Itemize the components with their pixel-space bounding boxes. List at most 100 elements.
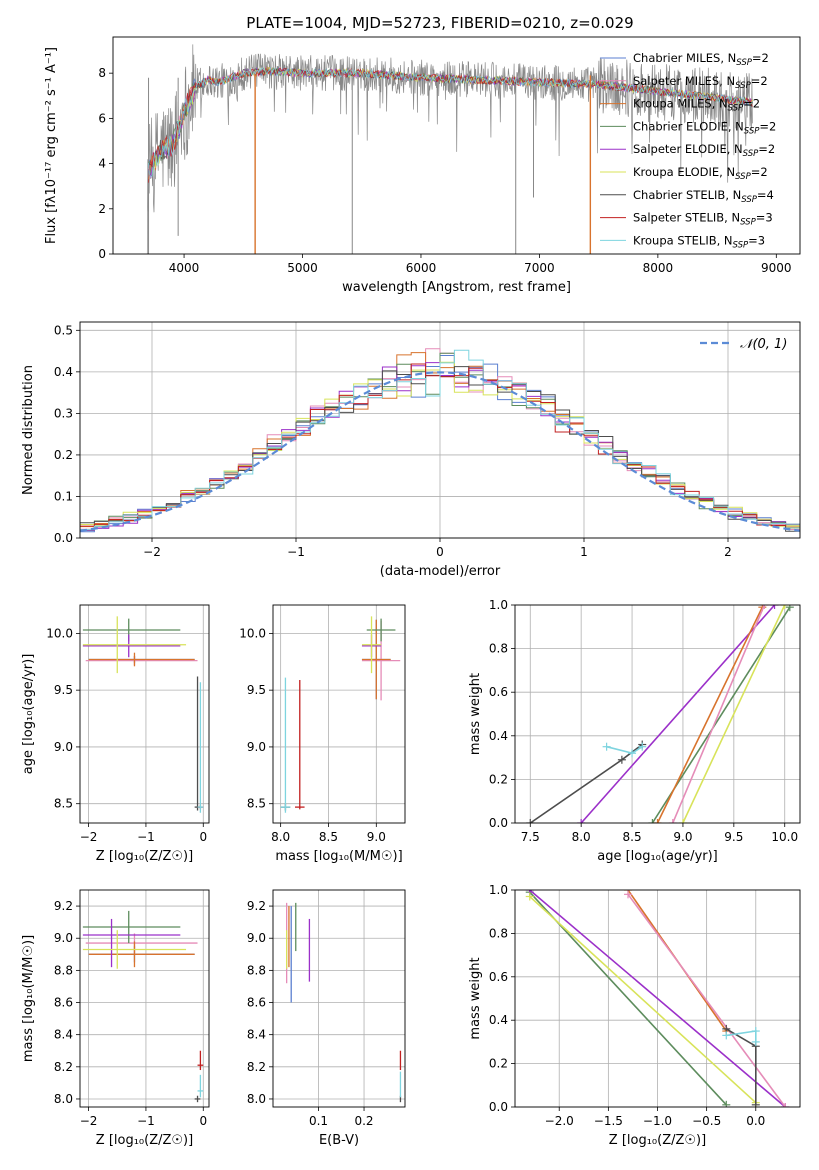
y-tick-label: 0.8 bbox=[489, 926, 508, 940]
y-tick-label: 8 bbox=[98, 66, 106, 80]
weight-point bbox=[617, 755, 626, 764]
legend-entry: Salpeter ELODIE, NSSP=2 bbox=[633, 142, 775, 159]
y-tick-label: 0.2 bbox=[489, 772, 508, 786]
weight-lines bbox=[525, 890, 790, 1107]
x-tick-label: 5000 bbox=[287, 261, 318, 275]
y-tick-label: 9.0 bbox=[54, 740, 73, 754]
x-tick-label: −1 bbox=[137, 1114, 155, 1128]
weight-line-salpeter-elodie bbox=[529, 890, 786, 1107]
weight-point bbox=[751, 1027, 760, 1036]
y-axis-label: mass [log₁₀(M/M☉)] bbox=[21, 935, 36, 1062]
errorbar-kroupa-miles bbox=[88, 652, 195, 667]
x-tick-label: 0 bbox=[436, 545, 444, 559]
weight-point bbox=[638, 742, 647, 751]
errorbar-kroupa-elodie bbox=[82, 930, 187, 969]
x-tick-label: 9.0 bbox=[673, 830, 692, 844]
legend-entry: Salpeter STELIB, NSSP=3 bbox=[633, 211, 773, 228]
weight-point bbox=[780, 605, 789, 609]
legend-entry: Salpeter MILES, NSSP=2 bbox=[633, 74, 768, 91]
axes-frame bbox=[112, 36, 801, 255]
x-tick-label: 8.5 bbox=[319, 830, 338, 844]
error-bars bbox=[280, 616, 401, 813]
weight-point bbox=[602, 742, 611, 751]
x-axis-label: mass [log₁₀(M/M☉)] bbox=[275, 849, 402, 864]
errorbar-salpeter-elodie bbox=[82, 634, 181, 658]
y-tick-label: 0.4 bbox=[54, 365, 73, 379]
y-tick-label: 8.2 bbox=[247, 1060, 266, 1074]
x-axis-label: Z [log₁₀(Z/Z☉)] bbox=[96, 849, 193, 864]
x-axis-label: wavelength [Angstrom, rest frame] bbox=[342, 280, 571, 295]
errorbar-chabrier-stelib bbox=[194, 676, 201, 811]
weight-point bbox=[770, 605, 779, 609]
x-tick-label: 1 bbox=[580, 545, 588, 559]
x-tick-label: −1.5 bbox=[594, 1114, 623, 1128]
model-spectrum-kroupa-stelib bbox=[148, 67, 753, 177]
errorbar-salpeter-stelib bbox=[197, 1050, 204, 1071]
x-tick-label: 9000 bbox=[761, 261, 792, 275]
errorbar-kroupa-stelib bbox=[197, 682, 204, 813]
weight-point bbox=[751, 1100, 760, 1107]
spectrum-lines bbox=[146, 44, 753, 254]
x-tick-label: −2 bbox=[80, 830, 98, 844]
y-axis-label: mass weight bbox=[468, 957, 483, 1039]
weight-point bbox=[678, 819, 687, 823]
y-tick-label: 8.8 bbox=[54, 963, 73, 977]
y-tick-label: 8.0 bbox=[54, 1092, 73, 1106]
x-tick-label: 0.0 bbox=[746, 1114, 765, 1128]
x-axis-label: Z [log₁₀(Z/Z☉)] bbox=[96, 1133, 193, 1148]
y-tick-label: 0.2 bbox=[489, 1057, 508, 1071]
y-tick-label: 9.5 bbox=[247, 683, 266, 697]
weight-point bbox=[577, 819, 586, 823]
weight-point bbox=[624, 890, 633, 899]
x-tick-label: 6000 bbox=[406, 261, 437, 275]
x-tick-label: −1 bbox=[137, 830, 155, 844]
x-tick-label: 7000 bbox=[524, 261, 555, 275]
spectrum-legend: Chabrier MILES, NSSP=2 Salpeter MILES, NS… bbox=[600, 51, 776, 250]
errorbar-chabrier-elodie bbox=[82, 910, 181, 944]
weight-point bbox=[760, 605, 769, 609]
y-tick-label: 9.5 bbox=[54, 683, 73, 697]
x-axis-label: (data-model)/error bbox=[380, 564, 501, 579]
x-tick-label: 8.0 bbox=[572, 830, 591, 844]
axes-frame bbox=[272, 889, 406, 1108]
y-tick-label: 8.4 bbox=[54, 1028, 73, 1042]
weight-point bbox=[648, 819, 657, 823]
x-axis-label: age [log₁₀(age/yr)] bbox=[597, 849, 718, 864]
axes-frame bbox=[79, 321, 801, 539]
weight-line-chabrier-stelib bbox=[725, 1028, 757, 1105]
weight-line-kroupa-miles bbox=[656, 606, 764, 823]
y-tick-label: 8.8 bbox=[247, 963, 266, 977]
y-tick-label: 9.0 bbox=[54, 931, 73, 945]
x-tick-label: 2 bbox=[724, 545, 732, 559]
y-tick-label: 9.0 bbox=[247, 740, 266, 754]
errorbar-salpeter-elodie bbox=[82, 918, 181, 968]
panel-mass-vs-z: −2 −1 0 8.0 8.2 8.4 8.6 8.8 9.0 9.2 Z [log₁₀(Z/Z☉)… bbox=[21, 889, 210, 1148]
legend-entry: Chabrier MILES, NSSP=2 bbox=[633, 51, 769, 68]
y-tick-label: 0.6 bbox=[489, 970, 508, 984]
y-tick-label: 9.2 bbox=[247, 899, 266, 913]
panel-weight-vs-age: 7.5 8.0 8.5 9.0 9.5 10.0 0.0 0.2 0.4 0.6 0.8 1.0 age… bbox=[468, 598, 801, 864]
y-tick-label: 1.0 bbox=[489, 883, 508, 897]
axes-frame bbox=[79, 604, 210, 824]
x-tick-label: −1.0 bbox=[643, 1114, 672, 1128]
y-tick-label: 1.0 bbox=[489, 598, 508, 612]
panel-residuals: −2 −1 0 1 2 0.0 0.1 0.2 0.3 0.4 0.5 (data-model)/er… bbox=[21, 321, 801, 579]
weight-line-kroupa-elodie bbox=[682, 605, 786, 823]
errorbar-kroupa-stelib bbox=[197, 1074, 204, 1098]
x-tick-label: −2 bbox=[80, 1114, 98, 1128]
x-tick-label: 4000 bbox=[169, 261, 200, 275]
y-axis-label: mass weight bbox=[468, 673, 483, 755]
x-tick-label: 0 bbox=[199, 1114, 207, 1128]
y-tick-label: 0.4 bbox=[489, 729, 508, 743]
x-tick-label: −2.0 bbox=[545, 1114, 574, 1128]
y-tick-label: 0.2 bbox=[54, 448, 73, 462]
axes-frame bbox=[272, 604, 406, 824]
y-tick-label: 2 bbox=[98, 202, 106, 216]
errorbar-kroupa-elodie bbox=[361, 616, 382, 674]
panel-weight-vs-z: −2.0 −1.5 −1.0 −0.5 0.0 0.0 0.2 0.4 0.6 0.8 1.0 Z [… bbox=[468, 883, 801, 1148]
weight-point bbox=[668, 819, 677, 823]
x-tick-label: 8.5 bbox=[623, 830, 642, 844]
errorbar-chabrier-elodie bbox=[82, 618, 181, 642]
error-bars bbox=[82, 910, 204, 1103]
y-tick-label: 8.5 bbox=[54, 797, 73, 811]
